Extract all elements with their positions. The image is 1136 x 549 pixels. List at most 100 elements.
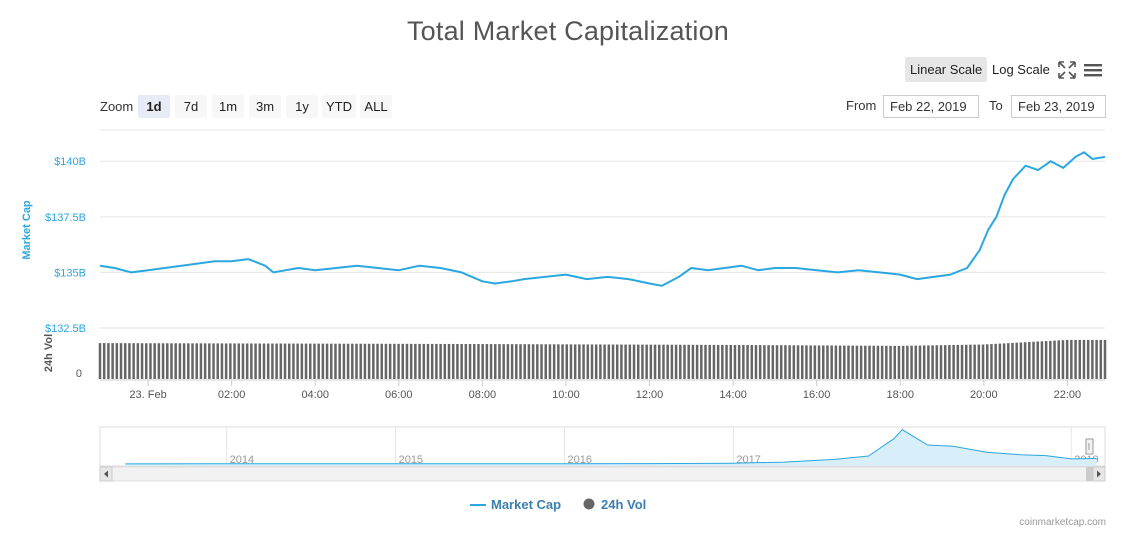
market-cap-line[interactable] [99,151,1106,287]
volume-bar [447,343,451,379]
volume-bar [523,344,526,379]
volume-bar [1074,339,1077,379]
volume-bar [788,345,791,379]
volume-bar [1015,342,1018,379]
volume-bar [140,343,144,379]
volume-bar [1044,341,1048,379]
volume-bar [443,343,447,379]
volume-bar [721,344,724,379]
volume-bar [300,343,304,379]
volume-bar [144,343,148,379]
volume-bar [964,344,968,379]
volume-bar [548,344,552,379]
volume-bar [216,343,219,379]
x-tick-label: 10:00 [552,389,580,401]
zoom-ytd-button[interactable]: YTD [322,95,356,118]
legend-market-cap-label[interactable]: Market Cap [491,497,561,512]
volume-bar [224,343,228,379]
volume-bar [569,344,573,379]
volume-bar [767,345,770,379]
volume-bar [981,344,985,379]
volume-bar [573,344,577,379]
credit-link[interactable]: coinmarketcap.com [1019,517,1106,528]
volume-bar [695,344,699,379]
volume-bar [1091,339,1094,379]
volume-bar [229,343,232,379]
volume-bar [561,344,564,379]
x-tick-label: 23. Feb [129,389,166,401]
volume-bar [624,344,627,379]
volume-bar [531,344,535,379]
scrollbar-thumb[interactable] [1086,467,1093,481]
volume-bar [540,344,543,379]
range-to-input[interactable]: Feb 23, 2019 [1011,95,1106,118]
hamburger-menu-icon[interactable] [1083,60,1103,80]
volume-bar [220,343,224,379]
volume-bar [998,343,1002,379]
volume-bar [418,343,421,379]
volume-bar [746,345,749,379]
volume-bar [822,345,825,379]
y-tick-label: $132.5B [45,323,86,335]
volume-bar [472,344,476,379]
volume-bar [906,345,909,379]
x-tick-label: 16:00 [803,389,831,401]
scroll-left-arrow-icon [104,470,108,478]
volume-bar [779,345,783,379]
volume-bar [1065,339,1069,379]
volume-bar [1032,341,1035,379]
volume-bar [994,343,997,379]
zoom-3m-button[interactable]: 3m [249,95,281,118]
volume-bar [952,344,955,379]
volume-bar [943,345,947,379]
zoom-1d-button[interactable]: 1d [138,95,170,118]
volume-bar [565,344,569,379]
volume-bar [969,344,972,379]
volume-bar [830,345,833,379]
x-tick-label: 18:00 [886,389,914,401]
linear-scale-button[interactable]: Linear Scale [905,57,988,82]
volume-bar [111,343,114,379]
legend-volume-label[interactable]: 24h Vol [601,497,646,512]
volume-bar [468,344,472,379]
log-scale-button[interactable]: Log Scale [992,62,1050,77]
volume-bar [628,344,632,379]
volume-bar [872,345,875,379]
volume-bar [325,343,329,379]
volume-bar [733,344,737,379]
volume-bar [422,343,426,379]
volume-bar [1103,339,1107,379]
zoom-all-button[interactable]: ALL [360,95,392,118]
volume-bar [485,344,489,379]
fullscreen-icon[interactable] [1057,60,1077,80]
volume-bar [603,344,606,379]
scrollbar-track[interactable] [99,466,1106,482]
volume-axis-title: 24h Vol [43,334,55,372]
legend-volume-symbol[interactable] [583,498,595,510]
volume-bar [283,343,287,379]
volume-bar [931,345,934,379]
x-tick-label: 06:00 [385,389,413,401]
range-from-input[interactable]: Feb 22, 2019 [883,95,979,118]
volume-bar [632,344,636,379]
volume-bar [880,345,884,379]
volume-bar [1049,340,1052,379]
volume-bar [809,345,812,379]
volume-bar [851,345,854,379]
volume-bar [737,344,741,379]
volume-bar [813,345,817,379]
volume-bar [986,344,989,379]
zoom-1m-button[interactable]: 1m [212,95,244,118]
volume-bar [157,343,161,379]
volume-bar [704,344,707,379]
zoom-7d-button[interactable]: 7d [175,95,207,118]
volume-bar [498,344,501,379]
volume-bar [409,343,413,379]
y-tick-label: $137.5B [45,212,86,224]
volume-bar [607,344,611,379]
volume-bar [308,343,312,379]
volume-bar [935,345,939,379]
zoom-1y-button[interactable]: 1y [286,95,318,118]
volume-bar [552,344,556,379]
